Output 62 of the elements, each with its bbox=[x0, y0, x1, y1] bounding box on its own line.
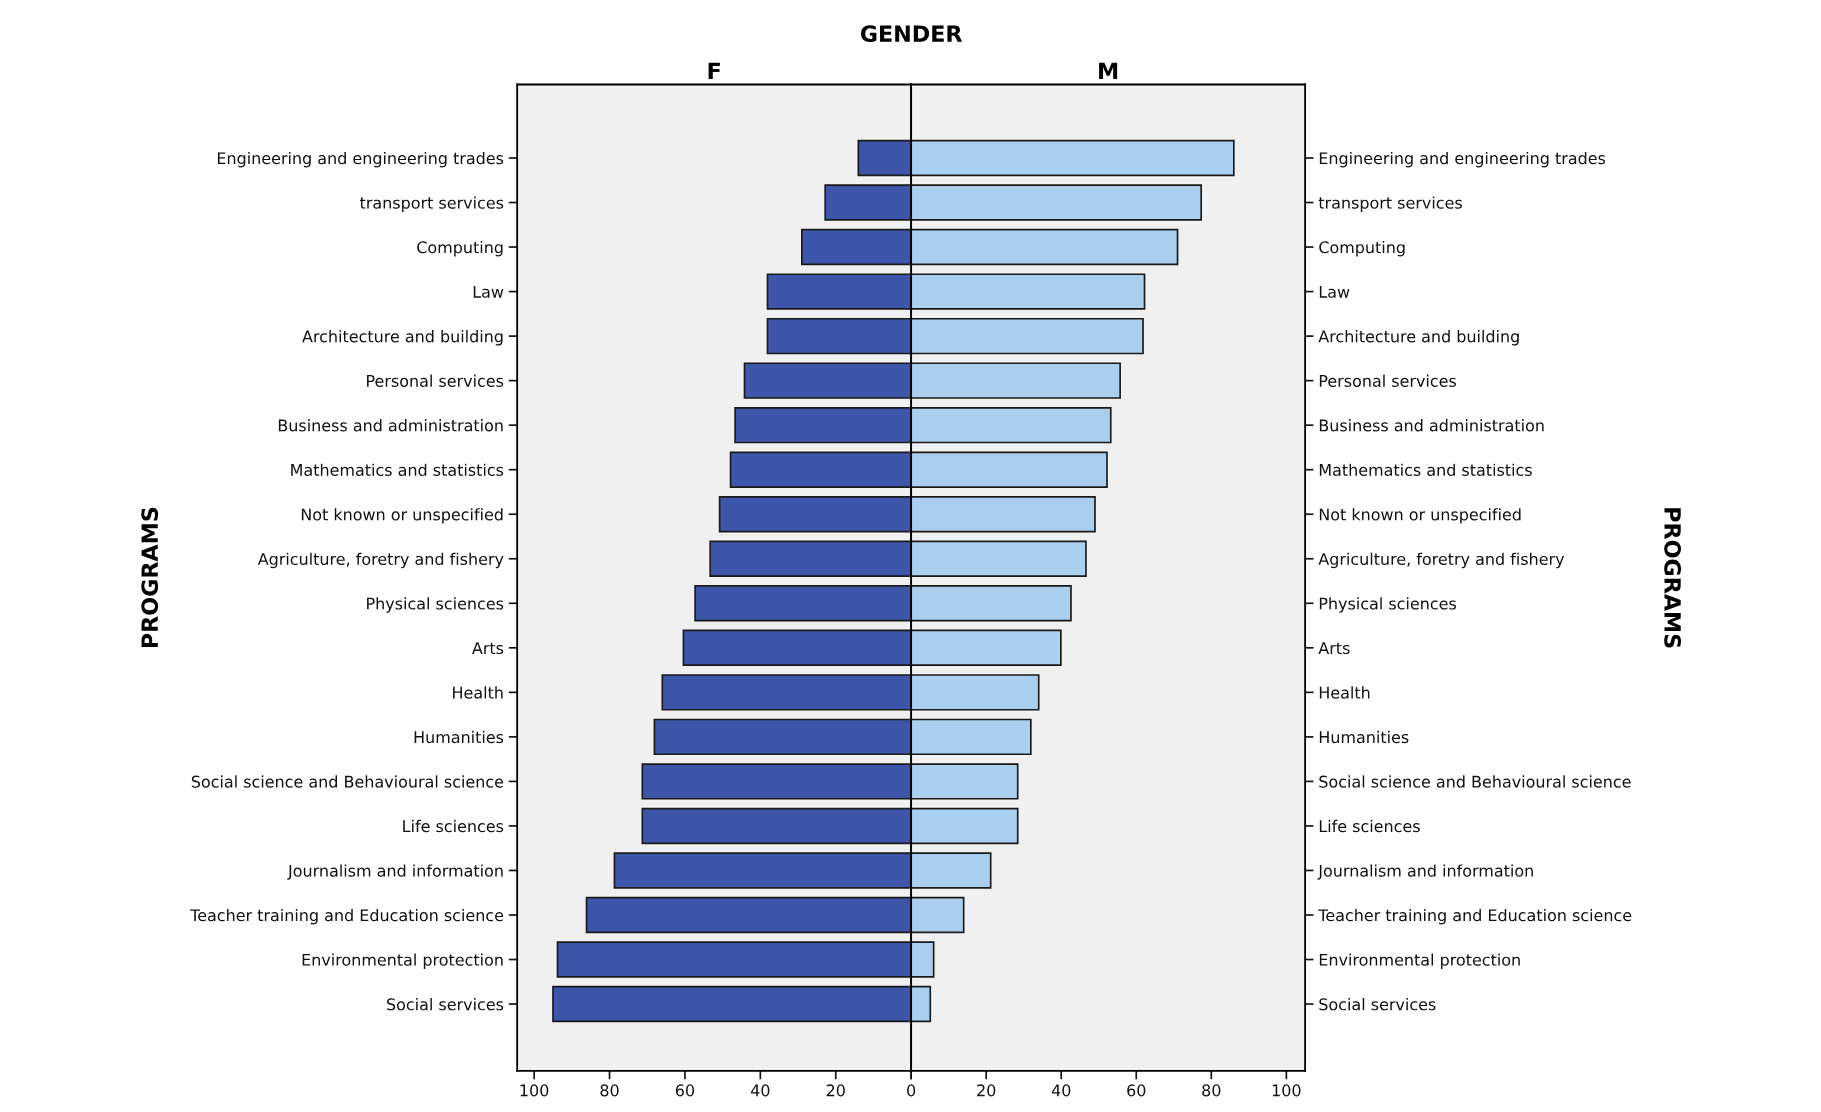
y-tick-label: Humanities bbox=[414, 730, 504, 744]
y-tick-label: Life sciences bbox=[1319, 819, 1420, 833]
chart-title: GENDER bbox=[860, 25, 963, 43]
y-tick-label: Health bbox=[1319, 686, 1370, 699]
y-tick-label: Arts bbox=[1318, 642, 1350, 655]
y-tick-label: Social services bbox=[387, 997, 504, 1011]
y-tick-label: Computing bbox=[1319, 240, 1405, 257]
y-tick-label: Mathematics and statistics bbox=[291, 463, 504, 476]
x-tick-label: 60 bbox=[675, 1084, 695, 1097]
y-tick-label: Arts bbox=[472, 642, 504, 655]
x-tick-label: 0 bbox=[907, 1084, 916, 1097]
y-tick-label: Not known or unspecified bbox=[301, 508, 503, 524]
y-tick-label: Humanities bbox=[1319, 730, 1409, 744]
y-tick-label: Engineering and engineering trades bbox=[217, 151, 504, 168]
y-tick-label: Teacher training and Education science bbox=[1318, 908, 1632, 925]
y-tick-label: Journalism and information bbox=[287, 864, 503, 880]
y-tick-label: Journalism and information bbox=[1317, 864, 1533, 880]
y-axis-title: PROGRAMS bbox=[141, 507, 159, 648]
bar bbox=[857, 139, 912, 177]
bar bbox=[824, 184, 912, 221]
y-tick-label: Personal services bbox=[367, 374, 504, 387]
x-tick-label: 100 bbox=[1272, 1084, 1301, 1097]
y-tick-label: Agriculture, foretry and fishery bbox=[257, 552, 504, 569]
y-tick-label: Physical sciences bbox=[1319, 597, 1456, 613]
y-tick-label: Health bbox=[453, 686, 503, 699]
y-axis-title: PROGRAMS bbox=[1664, 508, 1681, 648]
bar bbox=[911, 896, 965, 934]
y-tick-label: Social services bbox=[1319, 997, 1436, 1011]
y-tick-label: Not known or unspecified bbox=[1319, 508, 1521, 524]
y-tick-label: transport services bbox=[359, 196, 504, 212]
x-tick-label: 80 bbox=[1202, 1084, 1221, 1097]
x-tick-label: 100 bbox=[520, 1084, 549, 1097]
bar bbox=[911, 941, 935, 978]
y-tick-label: Physical sciences bbox=[367, 597, 504, 613]
y-tick-label: Business and administration bbox=[1319, 419, 1544, 432]
x-tick-label: 20 bbox=[826, 1084, 845, 1097]
x-tick-label: 60 bbox=[1127, 1084, 1146, 1097]
x-tick-label: 80 bbox=[600, 1084, 619, 1097]
bar bbox=[911, 852, 992, 889]
x-tick-label: 40 bbox=[1051, 1084, 1071, 1097]
chart-subtitle: F bbox=[708, 62, 720, 79]
y-tick-label: Business and administration bbox=[278, 419, 503, 432]
y-tick-label: Environmental protection bbox=[1319, 953, 1520, 969]
y-tick-label: Engineering and engineering trades bbox=[1319, 151, 1606, 168]
y-tick-label: Law bbox=[473, 286, 504, 298]
y-tick-label: Architecture and building bbox=[302, 330, 503, 346]
x-tick-label: 20 bbox=[977, 1084, 996, 1097]
y-tick-label: transport services bbox=[1318, 196, 1462, 212]
y-tick-label: Life sciences bbox=[403, 819, 504, 833]
x-tick-label: 40 bbox=[750, 1084, 770, 1097]
chart-subtitle: M bbox=[1099, 62, 1118, 79]
bar bbox=[911, 985, 932, 1023]
y-tick-label: Agriculture, foretry and fishery bbox=[1318, 552, 1565, 569]
y-tick-label: Teacher training and Education science bbox=[190, 908, 504, 925]
y-tick-label: Personal services bbox=[1319, 374, 1457, 387]
y-tick-label: Social science and Behavioural science bbox=[1319, 775, 1631, 788]
y-tick-label: Mathematics and statistics bbox=[1319, 463, 1532, 476]
y-tick-label: Social science and Behavioural science bbox=[191, 775, 504, 788]
y-tick-label: Computing bbox=[417, 240, 503, 257]
y-tick-label: Law bbox=[1319, 286, 1350, 298]
y-tick-label: Architecture and building bbox=[1318, 330, 1519, 346]
y-tick-label: Environmental protection bbox=[302, 953, 503, 969]
